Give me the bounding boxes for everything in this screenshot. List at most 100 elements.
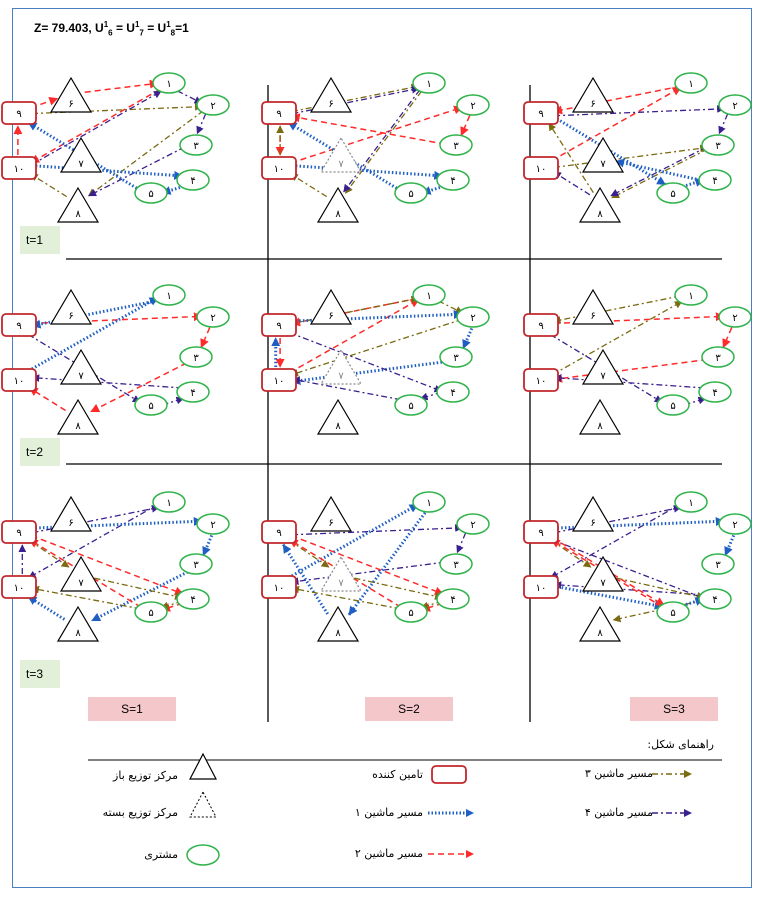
supplier-9-label: ۹ [276,321,281,332]
panel-t2s2: ۶ ۷ ۸ ۱ ۲ ۳ ۴ ۵ ۹ ۱۰ [261,284,490,435]
panel-t3s1: ۶ ۷ ۸ ۱ ۲ ۳ ۴ ۵ ۹ ۱۰ [1,491,230,642]
supplier-9-box [1,101,37,125]
customer-2-label: ۲ [210,101,215,112]
dc-7-label: ۷ [338,159,344,170]
dc-8-triangle [316,186,360,223]
customer-3-label: ۳ [193,141,199,152]
supplier-10-label: ۱۰ [274,376,285,387]
column-label-s2: S=2 [365,697,453,721]
dc-8-triangle [578,186,622,223]
customer-2-circle [196,306,230,328]
customer-1-label: ۱ [166,79,171,90]
customer-1-label: ۱ [688,79,693,90]
customer-4-circle [698,169,732,191]
route-v2-3-to-10 [553,358,708,383]
customer-5-label: ۵ [148,608,153,619]
customer-2-label: ۲ [210,520,215,531]
route-v1-1-to-8 [347,511,427,616]
dc-6-label: ۶ [68,99,73,110]
dc-7-triangle [581,136,625,173]
supplier-10-box [1,575,37,599]
supplier-9-box [523,313,559,337]
customer-4-label: ۴ [190,176,195,187]
row-label-t2: t=2 [20,438,60,466]
supplier-9-label: ۹ [538,528,543,539]
route-v4-4-to-10 [31,374,183,389]
route-v4-1-to-2 [177,90,203,104]
customer-1-circle [152,491,186,513]
customer-1-circle [152,284,186,306]
figure-frame [12,8,752,888]
customer-5-circle [656,182,690,204]
customer-4-label: ۴ [712,176,717,187]
legend-open-dc-icon [189,752,217,780]
route-v2-2-to-3 [460,115,471,137]
dc-7-triangle [319,348,363,385]
route-v1-9-to-2 [31,516,203,530]
route-v2-1-to-10 [30,88,161,164]
supplier-9-box [261,520,297,544]
legend-open-dc-label: مرکز توزیع باز [113,769,178,782]
route-v1-3-to-10 [291,360,446,386]
route-v4-10-to-1 [31,90,162,166]
customer-5-circle [134,394,168,416]
legend-supplier-label: تامین کننده [372,768,423,781]
route-v4-9-to-1 [554,504,682,534]
dc-6-label: ۶ [590,518,595,529]
customer-2-label: ۲ [470,313,475,324]
dc-7-triangle [581,555,625,592]
supplier-10-box [1,156,37,180]
dc-7-label: ۷ [78,578,84,589]
route-v4-1-to-10 [28,503,159,579]
customer-1-circle [674,491,708,513]
column-label-s3: S=3 [630,697,718,721]
panel-t1s1: ۶ ۷ ۸ ۱ ۲ ۳ ۴ ۵ ۹ ۱۰ [1,72,230,223]
customer-5-label: ۵ [408,401,413,412]
route-v2-3-to-9 [290,113,446,145]
route-v4-8-to-10 [553,171,591,196]
supplier-9-box [523,520,559,544]
customer-3-circle [179,134,213,156]
dc-7-label: ۷ [338,371,344,382]
customer-2-circle [718,306,752,328]
route-v2-9-to-4 [291,534,444,596]
supplier-9-label: ۹ [538,321,543,332]
route-v2-3-to-8 [90,362,188,413]
dc-7-triangle [319,555,363,592]
supplier-9-label: ۹ [276,109,281,120]
customer-2-label: ۲ [210,313,215,324]
customer-4-circle [176,169,210,191]
customer-4-circle [698,588,732,610]
dc-8-label: ۸ [335,628,341,639]
supplier-10-box [1,368,37,392]
customer-1-circle [674,72,708,94]
supplier-10-label: ۱۰ [536,164,547,175]
supplier-10-box [261,156,297,180]
route-v3-9-to-7 [550,539,592,568]
customer-4-circle [436,588,470,610]
legend-vehicle1-label: مسیر ماشین ۱ [354,806,423,819]
customer-3-label: ۳ [715,353,721,364]
route-v2-10-to-1 [551,86,682,162]
route-v4-2-to-3 [196,113,207,135]
customer-2-label: ۲ [732,520,737,531]
customer-1-circle [152,72,186,94]
dc-8-label: ۸ [597,421,603,432]
dc-6-triangle [49,288,93,325]
route-v4-2-to-3 [456,532,467,554]
route-v1-2-to-3 [461,327,474,349]
customer-3-circle [439,346,473,368]
dc-7-label: ۷ [338,578,344,589]
route-v4-5-to-10 [291,376,401,401]
supplier-10-label: ۱۰ [274,583,285,594]
route-v1-2-to-3 [723,534,736,556]
customer-3-circle [439,553,473,575]
route-v3-2-to-10 [290,318,463,377]
customer-5-circle [394,182,428,204]
route-v1-1-to-9 [31,298,160,329]
customer-3-label: ۳ [715,141,721,152]
legend-closed-dc-label: مرکز توزیع بسته [102,806,178,819]
supplier-10-label: ۱۰ [274,164,285,175]
route-v3-7-to-4 [354,577,443,600]
